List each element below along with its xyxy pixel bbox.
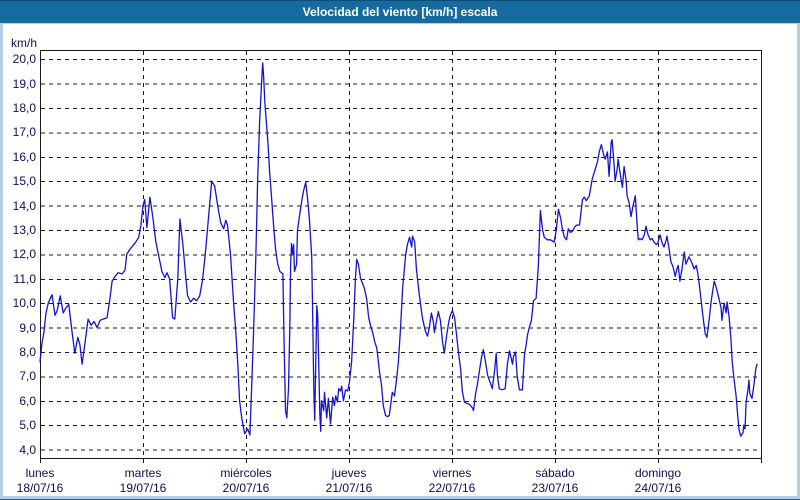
x-axis-day-label: domingo 24/07/16	[613, 466, 703, 496]
day-date: 20/07/16	[222, 481, 270, 495]
y-axis-label: 13,0	[12, 223, 36, 237]
y-axis-label: 16,0	[12, 149, 36, 164]
day-date: 19/07/16	[119, 481, 167, 495]
day-name: sábado	[535, 466, 575, 480]
y-axis-label: 15,0	[12, 174, 36, 189]
y-axis-label: 4,0	[19, 442, 36, 457]
day-name: jueves	[331, 466, 367, 480]
day-name: martes	[124, 466, 162, 480]
y-axis-label: 10,0	[12, 296, 36, 311]
x-axis-day-label: martes 19/07/16	[98, 466, 188, 496]
day-name: miércoles	[220, 466, 272, 480]
window-title: Velocidad del viento [km/h] escala	[302, 5, 498, 19]
day-date: 23/07/16	[531, 481, 579, 495]
title-bar: Velocidad del viento [km/h] escala	[0, 0, 800, 23]
day-name: viernes	[432, 466, 472, 480]
x-axis-day-label: lunes 18/07/16	[0, 466, 85, 496]
y-axis-label: 12,0	[12, 247, 36, 262]
y-axis-label: 18,0	[12, 101, 36, 115]
y-axis-label: 14,0	[12, 198, 36, 213]
x-axis-day-label: sábado 23/07/16	[510, 466, 600, 496]
x-axis-day-label: miércoles 20/07/16	[201, 466, 291, 496]
x-axis-day-label: jueves 21/07/16	[304, 466, 394, 496]
y-axis-label: 17,0	[12, 125, 36, 140]
wind-speed-line	[39, 62, 758, 437]
y-axis-label: 7,0	[19, 369, 36, 384]
y-axis-label: 19,0	[12, 76, 36, 91]
chart-background	[3, 24, 797, 496]
y-axis-label: 5,0	[19, 418, 36, 433]
plot-border	[40, 50, 762, 459]
day-date: 18/07/16	[16, 481, 64, 495]
y-axis-unit-label: km/h	[10, 36, 37, 50]
y-axis-label: 6,0	[19, 393, 36, 408]
x-axis-day-label: viernes 22/07/16	[407, 466, 497, 496]
day-date: 24/07/16	[634, 481, 682, 495]
day-date: 21/07/16	[325, 481, 373, 495]
day-name: domingo	[634, 466, 682, 480]
day-name: lunes	[25, 466, 55, 480]
y-axis-label: 9,0	[19, 320, 36, 335]
day-date: 22/07/16	[428, 481, 476, 495]
y-axis-label: 20,0	[12, 52, 36, 67]
y-axis-label: 11,0	[13, 271, 36, 286]
y-axis-label: 8,0	[19, 345, 36, 359]
